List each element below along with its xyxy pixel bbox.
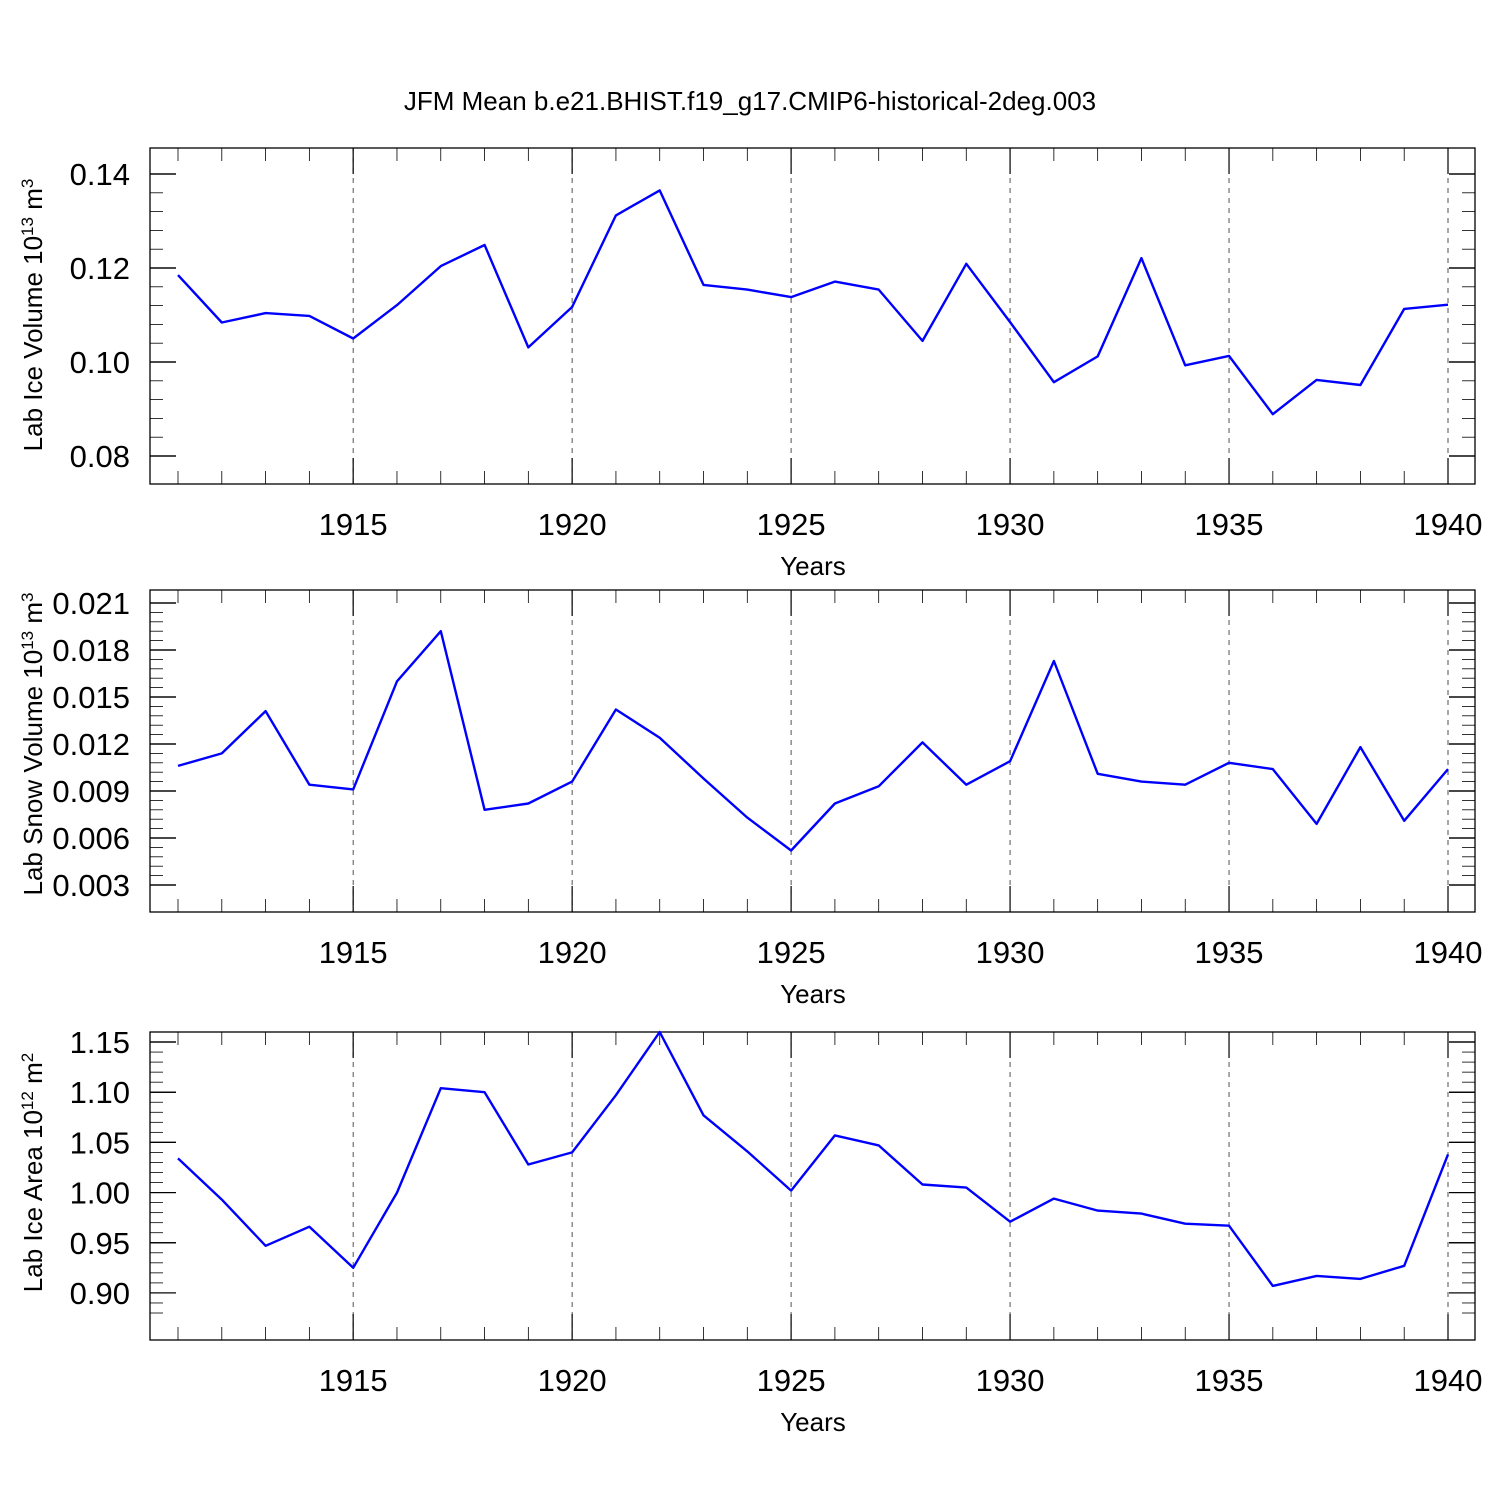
y-tick-label: 1.15 [70,1025,130,1060]
y-tick-label: 1.10 [70,1075,130,1110]
y-axis-label-unit-exponent: 3 [18,179,37,188]
y-tick-label: 0.012 [52,727,130,762]
y-tick-label: 0.08 [70,439,130,474]
y-tick-label: 0.12 [70,251,130,286]
x-tick-label: 1920 [538,935,607,970]
x-axis-label: Years [780,551,846,581]
x-axis-label: Years [780,979,846,1009]
series-line [177,630,1449,852]
y-axis-label-unit-exponent: 2 [18,1053,37,1062]
x-tick-label: 1925 [757,507,826,542]
y-axis-label-exponent: 12 [18,1091,37,1110]
ice-volume-panel: 0.08 0.10 0.12 0.14 1915 1920 1925 1930 1935 1940… [18,147,1483,581]
x-tick-label: 1925 [757,1363,826,1398]
x-axis-label: Years [780,1407,846,1437]
y-axis-label-unit: m [18,602,48,631]
x-tick-label: 1935 [1195,935,1264,970]
y-axis-label-base: Lab Snow Volume 10 [18,650,48,896]
y-axis-label: Lab Ice Area 1012 m2 [18,1053,49,1292]
chart-title: JFM Mean b.e21.BHIST.f19_g17.CMIP6-histo… [404,86,1096,116]
x-tick-label: 1920 [538,507,607,542]
x-tick-label: 1930 [976,935,1045,970]
x-tick-label: 1940 [1414,1363,1483,1398]
y-axis-label-exponent: 13 [18,631,37,650]
x-tick-label: 1915 [319,1363,388,1398]
y-tick-label: 0.003 [52,868,130,903]
ice-area-panel: 0.90 0.95 1.00 1.05 1.10 1.15 1915 1920 1925 1930… [18,1025,1483,1437]
y-axis-label-unit: m [18,1062,48,1091]
x-tick-label: 1925 [757,935,826,970]
y-tick-label: 1.00 [70,1176,130,1211]
x-tick-label: 1940 [1414,507,1483,542]
y-tick-label: 0.10 [70,345,130,380]
x-tick-label: 1940 [1414,935,1483,970]
y-axis-label: Lab Ice Volume 1013 m3 [18,179,49,452]
y-tick-label: 0.015 [52,680,130,715]
x-tick-label: 1915 [319,507,388,542]
plot-frame [149,589,1476,913]
y-tick-label: 0.006 [52,821,130,856]
x-tick-label: 1935 [1195,1363,1264,1398]
plot-frame [149,1031,1476,1341]
y-axis-label-base: Lab Ice Area 10 [18,1110,48,1292]
y-tick-label: 0.14 [70,157,130,192]
y-tick-label: 0.009 [52,774,130,809]
x-tick-label: 1920 [538,1363,607,1398]
series-line [177,1030,1450,1288]
plot-frame [149,147,1476,485]
x-tick-label: 1915 [319,935,388,970]
x-tick-label: 1930 [976,507,1045,542]
y-axis-label-exponent: 13 [18,217,37,236]
y-axis-label-unit-exponent: 3 [18,592,37,601]
y-axis-label-base: Lab Ice Volume 10 [18,236,48,451]
y-axis-label: Lab Snow Volume 1013 m3 [18,592,49,895]
x-tick-label: 1930 [976,1363,1045,1398]
y-tick-label: 1.05 [70,1125,130,1160]
series-line [177,189,1449,416]
y-tick-label: 0.018 [52,633,130,668]
y-tick-label: 0.95 [70,1226,130,1261]
x-tick-label: 1935 [1195,507,1264,542]
y-tick-label: 0.021 [52,586,130,621]
y-axis-label-unit: m [18,188,48,217]
snow-volume-panel: 0.003 0.006 0.009 0.012 0.015 0.018 0.021 1915 1… [18,586,1483,1009]
y-tick-label: 0.90 [70,1276,130,1311]
